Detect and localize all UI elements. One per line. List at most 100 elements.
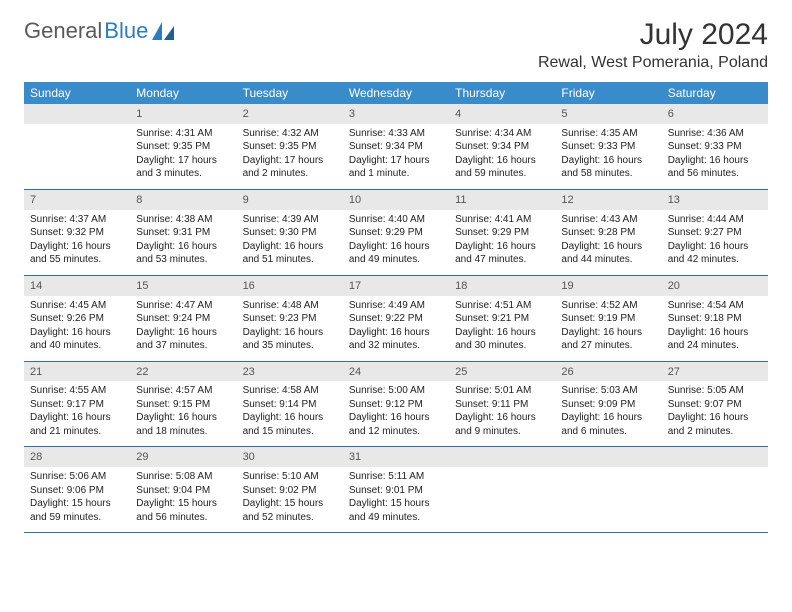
day-number-cell xyxy=(24,104,130,124)
sunset-text: Sunset: 9:06 PM xyxy=(30,484,124,498)
daylight-text: Daylight: 16 hours xyxy=(561,326,655,340)
day-content-cell: Sunrise: 4:44 AMSunset: 9:27 PMDaylight:… xyxy=(662,210,768,276)
day-content-cell: Sunrise: 4:45 AMSunset: 9:26 PMDaylight:… xyxy=(24,296,130,362)
day-content-cell: Sunrise: 4:34 AMSunset: 9:34 PMDaylight:… xyxy=(449,124,555,190)
day-content-cell xyxy=(555,467,661,533)
day-number-cell: 15 xyxy=(130,275,236,295)
location: Rewal, West Pomerania, Poland xyxy=(538,54,768,72)
day-content-cell xyxy=(24,124,130,190)
day-content-cell: Sunrise: 4:54 AMSunset: 9:18 PMDaylight:… xyxy=(662,296,768,362)
day-number-cell: 1 xyxy=(130,104,236,124)
day-number-cell: 27 xyxy=(662,361,768,381)
sunset-text: Sunset: 9:35 PM xyxy=(136,140,230,154)
sunrise-text: Sunrise: 4:49 AM xyxy=(349,299,443,313)
sunset-text: Sunset: 9:29 PM xyxy=(349,226,443,240)
daylight-text: and 2 minutes. xyxy=(668,425,762,439)
sunset-text: Sunset: 9:22 PM xyxy=(349,312,443,326)
sunrise-text: Sunrise: 5:11 AM xyxy=(349,470,443,484)
logo-text-gray: General xyxy=(24,18,102,44)
sunrise-text: Sunrise: 4:35 AM xyxy=(561,127,655,141)
day-content-cell: Sunrise: 4:39 AMSunset: 9:30 PMDaylight:… xyxy=(237,210,343,276)
daylight-text: and 6 minutes. xyxy=(561,425,655,439)
daylight-text: and 9 minutes. xyxy=(455,425,549,439)
day-content-cell: Sunrise: 4:48 AMSunset: 9:23 PMDaylight:… xyxy=(237,296,343,362)
weekday-header: Sunday xyxy=(24,82,130,104)
daynum-row: 123456 xyxy=(24,104,768,124)
daylight-text: Daylight: 16 hours xyxy=(243,326,337,340)
sunrise-text: Sunrise: 4:47 AM xyxy=(136,299,230,313)
day-number-cell: 11 xyxy=(449,189,555,209)
daylight-text: Daylight: 16 hours xyxy=(455,240,549,254)
sunrise-text: Sunrise: 4:52 AM xyxy=(561,299,655,313)
weekday-header: Monday xyxy=(130,82,236,104)
daylight-text: Daylight: 17 hours xyxy=(243,154,337,168)
daylight-text: Daylight: 16 hours xyxy=(561,240,655,254)
day-number-cell: 22 xyxy=(130,361,236,381)
daylight-text: and 47 minutes. xyxy=(455,253,549,267)
page-header: GeneralBlue July 2024 Rewal, West Pomera… xyxy=(24,18,768,72)
daylight-text: and 1 minute. xyxy=(349,167,443,181)
day-content-cell: Sunrise: 5:00 AMSunset: 9:12 PMDaylight:… xyxy=(343,381,449,447)
daylight-text: and 37 minutes. xyxy=(136,339,230,353)
daylight-text: Daylight: 16 hours xyxy=(30,411,124,425)
daylight-text: Daylight: 17 hours xyxy=(136,154,230,168)
day-content-cell: Sunrise: 4:37 AMSunset: 9:32 PMDaylight:… xyxy=(24,210,130,276)
day-content-cell: Sunrise: 4:43 AMSunset: 9:28 PMDaylight:… xyxy=(555,210,661,276)
day-content-cell: Sunrise: 4:35 AMSunset: 9:33 PMDaylight:… xyxy=(555,124,661,190)
daylight-text: Daylight: 15 hours xyxy=(30,497,124,511)
sunset-text: Sunset: 9:33 PM xyxy=(561,140,655,154)
daylight-text: Daylight: 16 hours xyxy=(30,326,124,340)
daylight-text: and 49 minutes. xyxy=(349,253,443,267)
calendar-head: SundayMondayTuesdayWednesdayThursdayFrid… xyxy=(24,82,768,104)
sunrise-text: Sunrise: 4:54 AM xyxy=(668,299,762,313)
day-content-cell: Sunrise: 5:08 AMSunset: 9:04 PMDaylight:… xyxy=(130,467,236,533)
content-row: Sunrise: 5:06 AMSunset: 9:06 PMDaylight:… xyxy=(24,467,768,533)
daylight-text: Daylight: 16 hours xyxy=(668,154,762,168)
weekday-header: Thursday xyxy=(449,82,555,104)
weekday-header: Friday xyxy=(555,82,661,104)
logo-sail-icon xyxy=(152,22,174,40)
day-content-cell: Sunrise: 4:40 AMSunset: 9:29 PMDaylight:… xyxy=(343,210,449,276)
sunrise-text: Sunrise: 4:44 AM xyxy=(668,213,762,227)
sunrise-text: Sunrise: 4:37 AM xyxy=(30,213,124,227)
sunset-text: Sunset: 9:11 PM xyxy=(455,398,549,412)
day-number-cell: 17 xyxy=(343,275,449,295)
sunrise-text: Sunrise: 4:31 AM xyxy=(136,127,230,141)
sunset-text: Sunset: 9:27 PM xyxy=(668,226,762,240)
logo-text-blue: Blue xyxy=(104,18,148,44)
day-number-cell: 12 xyxy=(555,189,661,209)
sunrise-text: Sunrise: 4:48 AM xyxy=(243,299,337,313)
daylight-text: Daylight: 16 hours xyxy=(561,154,655,168)
sunrise-text: Sunrise: 4:57 AM xyxy=(136,384,230,398)
sunset-text: Sunset: 9:14 PM xyxy=(243,398,337,412)
daylight-text: Daylight: 15 hours xyxy=(349,497,443,511)
day-content-cell: Sunrise: 5:03 AMSunset: 9:09 PMDaylight:… xyxy=(555,381,661,447)
sunrise-text: Sunrise: 5:03 AM xyxy=(561,384,655,398)
sunset-text: Sunset: 9:04 PM xyxy=(136,484,230,498)
sunset-text: Sunset: 9:32 PM xyxy=(30,226,124,240)
daylight-text: Daylight: 16 hours xyxy=(561,411,655,425)
sunrise-text: Sunrise: 4:41 AM xyxy=(455,213,549,227)
daylight-text: and 55 minutes. xyxy=(30,253,124,267)
daylight-text: and 30 minutes. xyxy=(455,339,549,353)
day-number-cell: 25 xyxy=(449,361,555,381)
day-number-cell xyxy=(449,447,555,467)
sunrise-text: Sunrise: 5:01 AM xyxy=(455,384,549,398)
weekday-row: SundayMondayTuesdayWednesdayThursdayFrid… xyxy=(24,82,768,104)
day-number-cell: 31 xyxy=(343,447,449,467)
daylight-text: Daylight: 16 hours xyxy=(455,326,549,340)
daylight-text: and 21 minutes. xyxy=(30,425,124,439)
daylight-text: and 49 minutes. xyxy=(349,511,443,525)
sunset-text: Sunset: 9:21 PM xyxy=(455,312,549,326)
day-number-cell: 3 xyxy=(343,104,449,124)
month-title: July 2024 xyxy=(538,18,768,52)
daylight-text: and 24 minutes. xyxy=(668,339,762,353)
daylight-text: and 3 minutes. xyxy=(136,167,230,181)
sunrise-text: Sunrise: 5:08 AM xyxy=(136,470,230,484)
sunset-text: Sunset: 9:07 PM xyxy=(668,398,762,412)
sunrise-text: Sunrise: 5:10 AM xyxy=(243,470,337,484)
content-row: Sunrise: 4:37 AMSunset: 9:32 PM Daylight:… xyxy=(24,210,768,276)
daylight-text: Daylight: 15 hours xyxy=(136,497,230,511)
daylight-text: Daylight: 16 hours xyxy=(349,240,443,254)
sunset-text: Sunset: 9:12 PM xyxy=(349,398,443,412)
